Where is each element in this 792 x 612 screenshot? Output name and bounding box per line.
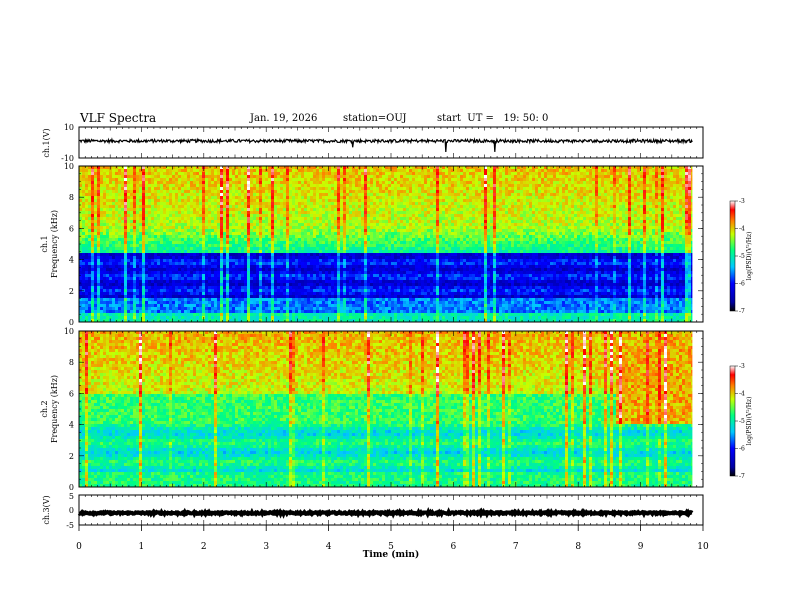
- colorbar-tick-label: -3: [739, 198, 745, 205]
- time-tick-label: 5: [388, 542, 394, 552]
- date-label: Jan. 19, 2026: [250, 113, 317, 124]
- freq-tick-label: 8: [69, 358, 74, 367]
- time-tick-label: 8: [575, 542, 581, 552]
- freq-tick-label: 6: [69, 389, 74, 398]
- time-tick-label: 10: [697, 542, 709, 552]
- ch2-spectrogram-panel: 0 2 4 6 8 10 ch.2 Frequency (kHz) -3 -4 -5 -6 -7 …: [40, 327, 753, 492]
- start-time-label: start UT = 19: 50: 0: [437, 113, 548, 124]
- plot-title: VLF Spectra: [80, 111, 156, 125]
- ch1-spec-ylabel-channel: ch.1: [40, 235, 49, 252]
- colorbar-tick-label: -6: [739, 446, 745, 453]
- ch2-colorbar-label: log(PSD)(V²/Hz): [746, 397, 753, 446]
- ch3-waveform-line: [77, 506, 694, 519]
- freq-tick-label: 0: [69, 483, 74, 492]
- colorbar-tick-label: -5: [739, 418, 745, 425]
- freq-tick-label: 2: [69, 452, 74, 461]
- ch2-spectrogram-image: [79, 331, 703, 488]
- time-tick-label: 9: [638, 542, 644, 552]
- ch1-waveform-panel: 10 -10 ch.1(V): [42, 123, 704, 163]
- ch3-ylabel: ch.3(V): [42, 495, 51, 524]
- time-axis: 0 1 2 3 4 5 6 7 8 9 10: [76, 525, 709, 552]
- ch2-spec-ylabel-frequency: Frequency (kHz): [50, 375, 59, 443]
- time-tick-label: 3: [263, 542, 269, 552]
- ch1-colorbar-label: log(PSD)(V²/Hz): [746, 232, 753, 281]
- ch1-spec-ylabel-frequency: Frequency (kHz): [50, 210, 59, 278]
- colorbar-tick-label: -5: [739, 253, 745, 260]
- ch1-spec-ticks: [78, 166, 704, 322]
- freq-tick-label: 6: [69, 224, 74, 233]
- freq-tick-label: 4: [69, 421, 74, 430]
- freq-tick-label: 8: [69, 193, 74, 202]
- colorbar-tick-label: -7: [739, 473, 745, 480]
- ch1-ytick-top: 10: [64, 123, 74, 132]
- time-tick-label: 2: [201, 542, 207, 552]
- freq-tick-label: 4: [69, 256, 74, 265]
- time-tick-label: 6: [451, 542, 457, 552]
- freq-tick-label: 10: [64, 162, 74, 171]
- freq-tick-label: 10: [64, 327, 74, 336]
- station-label: station=OUJ: [343, 113, 407, 124]
- freq-tick-label: 2: [69, 287, 74, 296]
- time-tick-label: 4: [326, 542, 332, 552]
- ch3-ytick-top: 5: [69, 492, 74, 501]
- ch1-spec-yticks: 0 2 4 6 8 10: [64, 162, 703, 327]
- ch1-ytick-bottom: -10: [61, 154, 74, 163]
- ch1-spectrogram-panel: 0 2 4 6 8 10 ch.1 Frequency (kHz) -3 -4 -5 -6 -7 …: [40, 162, 753, 327]
- time-tick-label: 0: [76, 542, 82, 552]
- colorbar-tick-label: -4: [739, 391, 745, 398]
- ch2-colorbar: -3 -4 -5 -6 -7 log(PSD)(V²/Hz): [729, 363, 753, 480]
- time-tick-label: 7: [513, 542, 519, 552]
- colorbar-tick-label: -3: [739, 363, 745, 370]
- ch1-spectrogram-image: [79, 166, 703, 323]
- ch3-ytick-middle: 0: [69, 506, 74, 515]
- ch1-ylabel: ch.1(V): [42, 128, 51, 157]
- ch1-waveform-line: [79, 137, 693, 153]
- ch1-x-ticks: [78, 127, 704, 158]
- ch2-spec-ylabel-channel: ch.2: [40, 400, 49, 417]
- ch1-colorbar: -3 -4 -5 -6 -7 log(PSD)(V²/Hz): [729, 198, 753, 315]
- ch2-spec-ticks: [78, 331, 704, 487]
- ch3-ytick-bottom: -5: [66, 521, 74, 530]
- time-axis-label: Time (min): [363, 549, 420, 560]
- ch3-x-ticks: [78, 495, 704, 525]
- ch2-spec-yticks: 0 2 4 6 8 10: [64, 327, 703, 492]
- time-tick-label: 1: [139, 542, 145, 552]
- colorbar-tick-label: -4: [739, 226, 745, 233]
- ch3-waveform-panel: 5 0 -5 ch.3(V): [42, 492, 704, 530]
- freq-tick-label: 0: [69, 318, 74, 327]
- colorbar-tick-label: -6: [739, 281, 745, 288]
- colorbar-tick-label: -7: [739, 308, 745, 315]
